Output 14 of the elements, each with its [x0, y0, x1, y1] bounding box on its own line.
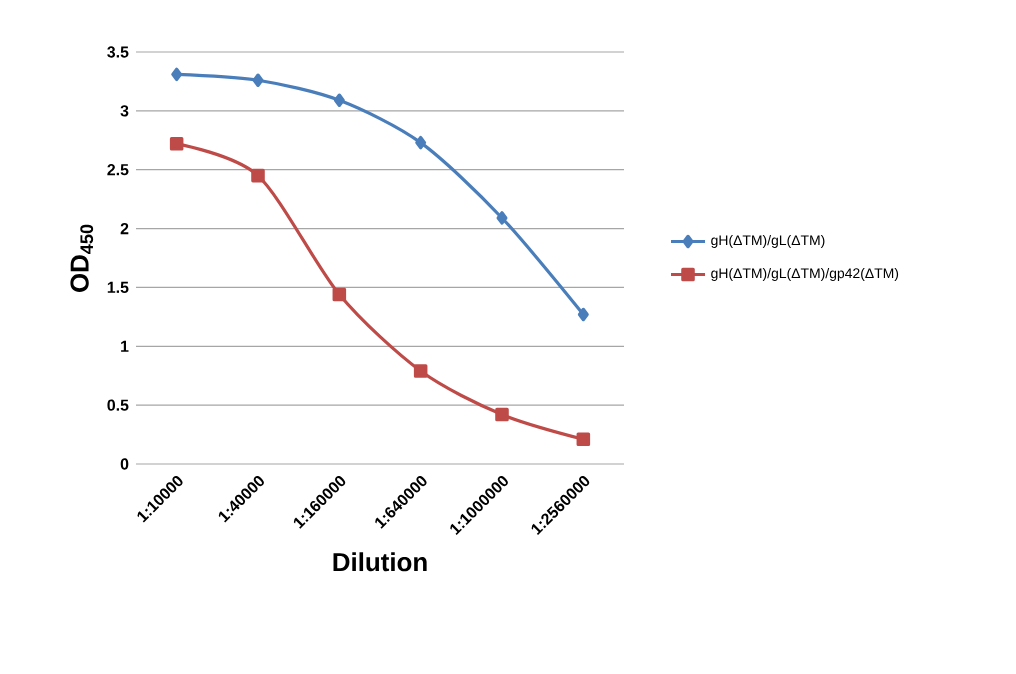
point — [171, 67, 183, 82]
point — [415, 135, 427, 150]
y-axis-title: OD$_{450}$ — [70, 224, 94, 292]
point — [169, 137, 184, 151]
point — [413, 364, 428, 378]
point — [495, 407, 509, 422]
x-axis-title: Dilution — [333, 552, 427, 572]
point — [577, 307, 589, 322]
point — [333, 93, 345, 108]
point — [332, 287, 347, 302]
point — [496, 211, 508, 225]
point — [252, 73, 264, 88]
point — [576, 432, 591, 447]
point — [251, 168, 265, 183]
